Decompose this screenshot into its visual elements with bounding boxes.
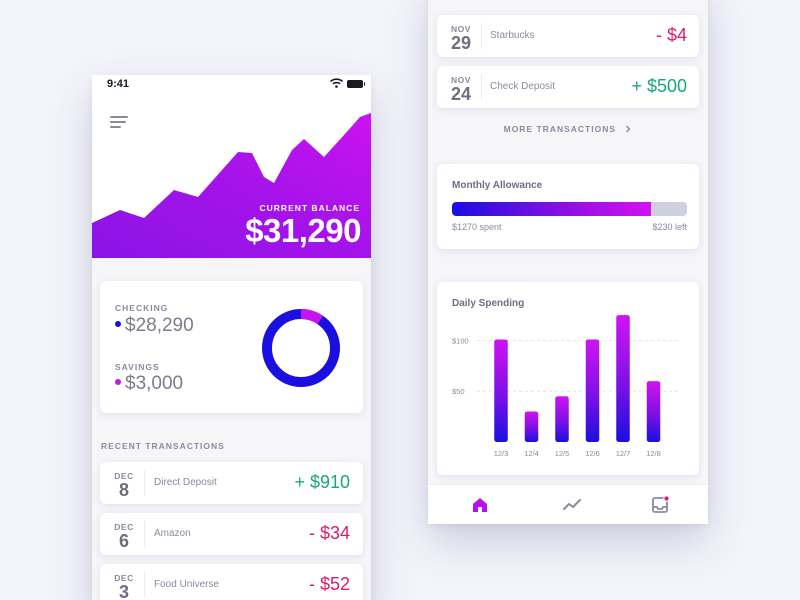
transaction-month: DEC bbox=[114, 522, 134, 532]
savings-dot bbox=[115, 378, 121, 385]
transaction-month: NOV bbox=[451, 75, 471, 85]
transaction-day: 24 bbox=[450, 84, 472, 104]
transaction-name: Direct Deposit bbox=[154, 477, 217, 488]
savings-arc bbox=[262, 309, 340, 387]
x-tick-label: 12/3 bbox=[494, 449, 509, 458]
transaction-name: Food Universe bbox=[154, 579, 220, 590]
transaction-name: Amazon bbox=[154, 528, 191, 539]
checking-dot bbox=[115, 320, 121, 327]
savings-amount: $3,000 bbox=[125, 373, 184, 394]
daily-spending-chart: $100 $50 12/3 12/4 12/5 12/6 12/7 12/8 bbox=[452, 315, 680, 458]
transaction-day: 29 bbox=[450, 33, 472, 53]
transaction-month: NOV bbox=[451, 24, 471, 34]
x-tick-label: 12/6 bbox=[585, 449, 600, 458]
transaction-row[interactable]: NOV 29 Starbucks - $4 bbox=[437, 15, 699, 57]
chevron-right-icon bbox=[626, 125, 631, 133]
daily-spending-card[interactable]: Daily Spending $100 $50 12/3 12/4 12/5 12/6 12… bbox=[437, 282, 699, 475]
monthly-allowance-card[interactable]: Monthly Allowance $1270 spent $230 left bbox=[437, 164, 699, 249]
transaction-month: DEC bbox=[114, 471, 134, 481]
spending-bar[interactable] bbox=[646, 381, 661, 442]
spending-bar[interactable] bbox=[555, 396, 569, 442]
wifi-icon bbox=[330, 78, 343, 88]
allowance-spent: $1270 spent bbox=[452, 222, 502, 232]
transaction-name: Starbucks bbox=[490, 30, 535, 41]
transaction-day: 6 bbox=[118, 531, 129, 551]
spending-bar[interactable] bbox=[524, 411, 539, 442]
spending-bar[interactable] bbox=[585, 339, 600, 442]
current-balance-label: CURRENT BALANCE bbox=[259, 203, 360, 213]
bottom-tab-bar bbox=[428, 484, 708, 524]
x-tick-label: 12/5 bbox=[555, 449, 570, 458]
transaction-row[interactable]: DEC 3 Food Universe - $52 bbox=[100, 564, 363, 600]
transaction-month: DEC bbox=[114, 573, 134, 583]
balance-header: CURRENT BALANCE $31,290 bbox=[92, 95, 371, 258]
y-tick-label: $50 bbox=[452, 387, 465, 396]
accounts-card[interactable]: CHECKING $28,290 SAVINGS $3,000 bbox=[100, 281, 363, 413]
x-tick-label: 12/4 bbox=[524, 449, 539, 458]
checking-arc bbox=[262, 309, 340, 387]
transaction-day: 3 bbox=[118, 582, 129, 600]
allowance-progress-track bbox=[452, 202, 687, 216]
transaction-divider bbox=[144, 572, 145, 598]
y-tick-label: $100 bbox=[452, 336, 469, 345]
transaction-row[interactable]: NOV 24 Check Deposit + $500 bbox=[437, 66, 699, 108]
transaction-divider bbox=[481, 23, 482, 49]
allowance-title: Monthly Allowance bbox=[452, 180, 543, 191]
savings-value: $3,000 bbox=[115, 373, 183, 395]
battery-icon bbox=[347, 80, 365, 88]
x-tick-label: 12/8 bbox=[646, 449, 661, 458]
transaction-name: Check Deposit bbox=[490, 81, 556, 92]
transaction-divider bbox=[481, 74, 482, 100]
savings-label: SAVINGS bbox=[115, 362, 160, 372]
transaction-row[interactable]: DEC 6 Amazon - $34 bbox=[100, 513, 363, 555]
transaction-row[interactable]: DEC 8 Direct Deposit + $910 bbox=[100, 462, 363, 504]
transaction-day: 8 bbox=[118, 480, 129, 500]
checking-label: CHECKING bbox=[115, 303, 169, 313]
allowance-progress-fill bbox=[452, 202, 651, 216]
status-time: 9:41 bbox=[107, 78, 130, 90]
transaction-amount: - $34 bbox=[308, 523, 350, 543]
phone-screen-details: NOV 29 Starbucks - $4 NOV 24 Check Depos… bbox=[428, 0, 708, 524]
spending-bar[interactable] bbox=[616, 315, 630, 442]
transaction-divider bbox=[144, 521, 145, 547]
transaction-amount: - $4 bbox=[655, 25, 687, 45]
allowance-left: $230 left bbox=[652, 222, 687, 232]
transaction-divider bbox=[144, 470, 145, 496]
checking-value: $28,290 bbox=[115, 315, 194, 337]
inbox-icon[interactable] bbox=[650, 495, 670, 515]
x-tick-label: 12/7 bbox=[616, 449, 631, 458]
daily-spending-title: Daily Spending bbox=[452, 298, 525, 309]
balance-trend-area bbox=[92, 113, 371, 258]
transaction-amount: + $500 bbox=[631, 76, 687, 96]
spending-bar[interactable] bbox=[494, 339, 508, 442]
balance-donut-chart bbox=[262, 309, 340, 387]
current-balance-value: $31,290 bbox=[245, 212, 361, 249]
status-bar: 9:41 bbox=[92, 75, 371, 95]
checking-amount: $28,290 bbox=[125, 315, 194, 336]
menu-icon[interactable] bbox=[110, 116, 128, 130]
phone-screen-home: 9:41 CURRENT BALANCE $31,290 CHECKING bbox=[92, 75, 371, 600]
more-transactions-link[interactable]: MORE TRANSACTIONS bbox=[428, 124, 708, 134]
transaction-amount: - $52 bbox=[308, 574, 350, 594]
trend-icon[interactable] bbox=[562, 495, 582, 515]
more-transactions-label: MORE TRANSACTIONS bbox=[503, 124, 616, 134]
transaction-amount: + $910 bbox=[294, 472, 350, 492]
home-icon[interactable] bbox=[470, 495, 490, 515]
recent-transactions-label: RECENT TRANSACTIONS bbox=[101, 441, 225, 451]
